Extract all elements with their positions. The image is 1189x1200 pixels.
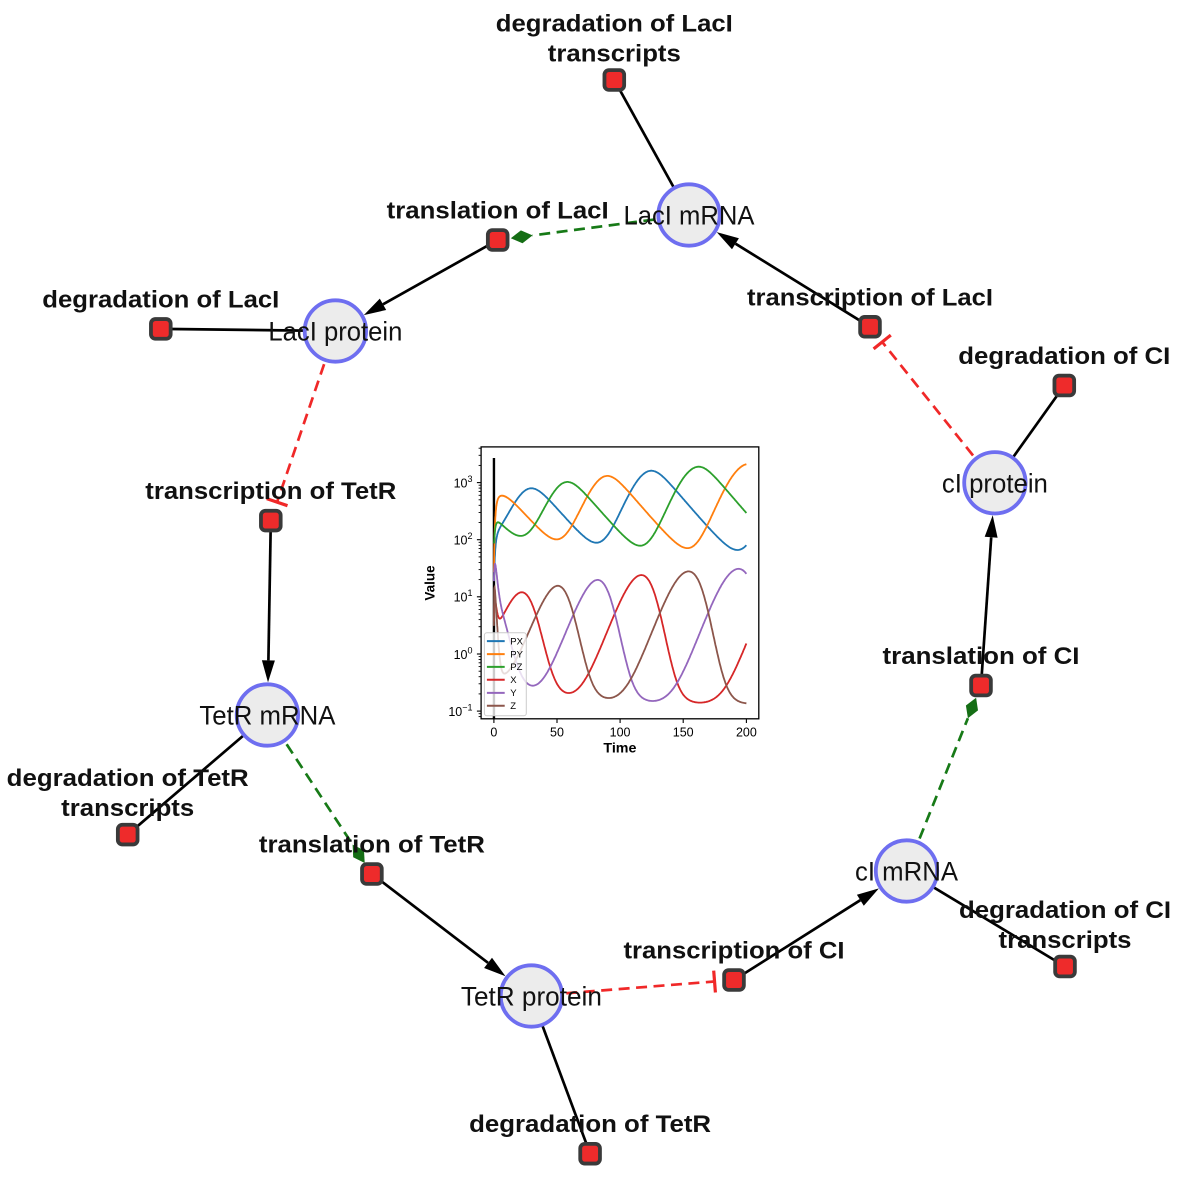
svg-text:degradation of CI: degradation of CI	[958, 343, 1170, 370]
svg-text:LacI protein: LacI protein	[268, 317, 402, 347]
svg-text:translation of CI: translation of CI	[883, 643, 1080, 670]
svg-text:X: X	[510, 675, 517, 686]
svg-text:transcripts: transcripts	[61, 795, 194, 822]
svg-text:transcription of TetR: transcription of TetR	[145, 478, 396, 505]
svg-text:translation of LacI: translation of LacI	[387, 198, 609, 225]
svg-text:LacI mRNA: LacI mRNA	[624, 201, 755, 231]
svg-text:degradation of TetR: degradation of TetR	[7, 765, 249, 792]
svg-text:transcripts: transcripts	[999, 927, 1132, 954]
svg-text:Time: Time	[603, 741, 637, 756]
svg-text:TetR mRNA: TetR mRNA	[199, 701, 335, 731]
svg-text:transcription of CI: transcription of CI	[624, 938, 845, 965]
svg-text:cI mRNA: cI mRNA	[855, 857, 958, 887]
svg-text:degradation of LacI: degradation of LacI	[496, 11, 733, 38]
svg-text:cI protein: cI protein	[942, 468, 1048, 498]
svg-text:0: 0	[490, 725, 497, 739]
svg-text:50: 50	[550, 725, 564, 739]
svg-text:100: 100	[610, 725, 631, 739]
svg-text:degradation of TetR: degradation of TetR	[469, 1111, 711, 1138]
svg-text:degradation of LacI: degradation of LacI	[42, 286, 279, 313]
svg-text:PY: PY	[510, 649, 523, 660]
svg-text:PZ: PZ	[510, 662, 522, 673]
svg-text:PX: PX	[510, 636, 523, 647]
svg-text:200: 200	[736, 725, 757, 739]
svg-text:Z: Z	[510, 701, 516, 712]
svg-text:150: 150	[673, 725, 694, 739]
svg-text:Value: Value	[423, 565, 438, 601]
svg-text:TetR protein: TetR protein	[461, 982, 602, 1012]
svg-text:degradation of CI: degradation of CI	[959, 897, 1171, 924]
svg-text:translation of TetR: translation of TetR	[259, 832, 485, 859]
svg-text:transcripts: transcripts	[548, 41, 681, 68]
svg-text:transcription of LacI: transcription of LacI	[747, 284, 993, 311]
svg-text:Y: Y	[510, 688, 517, 699]
